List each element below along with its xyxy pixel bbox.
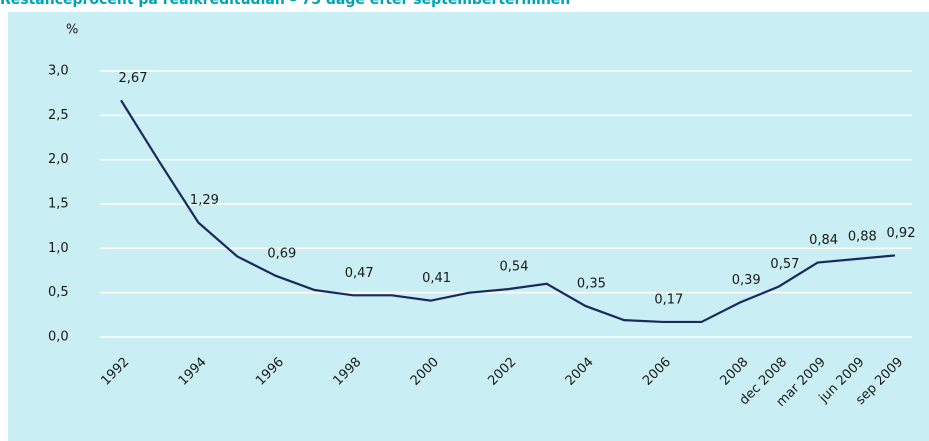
y-axis-label: % <box>66 23 78 38</box>
data-label: 0,35 <box>577 276 606 291</box>
y-tick-label: 0,0 <box>48 330 69 345</box>
y-tick-label: 2,5 <box>48 108 69 123</box>
y-tick-label: 0,5 <box>48 285 69 300</box>
data-label: 0,41 <box>422 271 451 286</box>
y-tick-label: 3,0 <box>48 64 69 79</box>
y-tick-label: 2,0 <box>48 152 69 167</box>
data-label: 2,67 <box>119 71 148 86</box>
chart-title: Restanceprocent på realkreditudlån – 75 … <box>0 0 570 8</box>
line <box>120 99 896 324</box>
y-tick-label: 1,0 <box>48 241 69 256</box>
data-label: 0,57 <box>770 257 799 272</box>
data-label: 0,69 <box>267 246 296 261</box>
data-label: 0,92 <box>887 226 916 241</box>
data-label: 0,39 <box>732 273 761 288</box>
data-label: 1,29 <box>190 193 219 208</box>
data-label: 0,88 <box>848 229 877 244</box>
plot-background <box>8 12 929 441</box>
y-tick-label: 1,5 <box>48 197 69 212</box>
data-label: 0,54 <box>500 260 529 275</box>
data-label: 0,84 <box>809 233 838 248</box>
data-label: 0,17 <box>654 292 683 307</box>
data-label: 0,47 <box>345 266 374 281</box>
